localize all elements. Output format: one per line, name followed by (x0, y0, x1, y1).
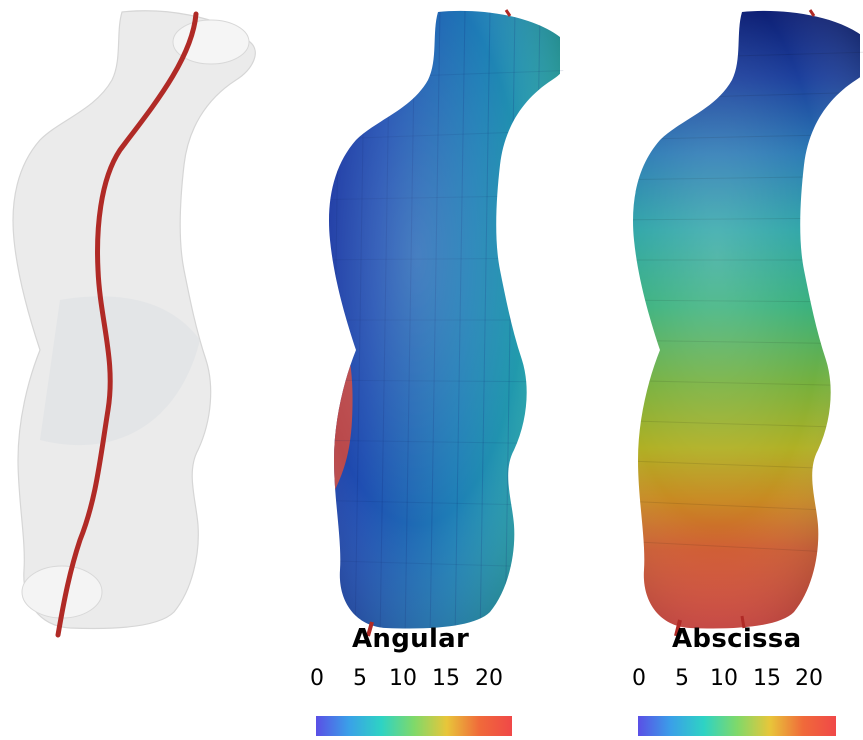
angular-colorbar-tick: 20 (475, 666, 503, 691)
angular-colorbar-tick: 15 (432, 666, 460, 691)
centerline-stub-top (504, 9, 512, 17)
vessel-centerline (55, 11, 199, 638)
angular-colorbar-tick: 10 (389, 666, 417, 691)
angular-panel (329, 9, 572, 637)
centerline-stub-bottom (366, 621, 374, 637)
abscissa-colorbar (638, 716, 836, 736)
angular-colorbar (316, 716, 512, 736)
centerline-stub-bottom (674, 619, 682, 637)
abscissa-colorbar-tick: 0 (632, 666, 646, 691)
abscissa-colorbar-tick: 15 (753, 666, 781, 691)
vessel-inner-shadow (40, 296, 200, 446)
abscissa-colorbar-title: Abscissa (672, 624, 802, 654)
angular-colorbar-tick: 0 (310, 666, 324, 691)
angular-colorbar-title: Angular (352, 624, 470, 654)
abscissa-colorbar-tick: 10 (710, 666, 738, 691)
centerline-stub-bottom-2 (740, 615, 746, 629)
abscissa-panel (633, 9, 863, 637)
centerline-stub-top (808, 9, 816, 17)
centerline-panel (12, 10, 256, 638)
abscissa-colorbar-tick: 20 (795, 666, 823, 691)
abscissa-colorbar-tick: 5 (675, 666, 689, 691)
angular-colorbar-tick: 5 (353, 666, 367, 691)
